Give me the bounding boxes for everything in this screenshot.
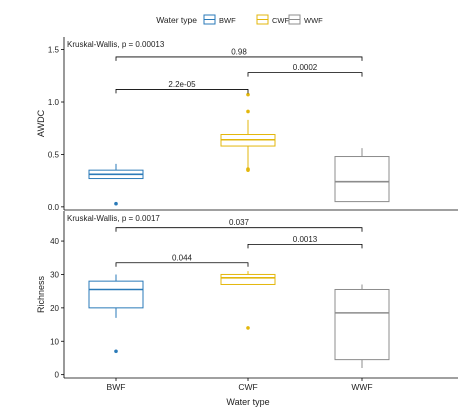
box-wwf — [334, 156, 390, 203]
comparison-label: 0.044 — [172, 253, 193, 262]
comparison-bracket — [115, 89, 249, 94]
comparison-label: 0.037 — [229, 218, 250, 227]
box-bwf — [88, 280, 144, 309]
outlier-bwf — [114, 201, 118, 206]
awdc-panel: 0.0 0.5 1.0 1.5 AWDC Kruskal-Wallis, p = 0.00… — [36, 37, 458, 212]
x-tick-label-bwf: BWF — [107, 382, 126, 392]
x-tick-label-cwf: CWF — [238, 382, 257, 392]
test-label: Kruskal-Wallis, p = 0.0017 — [67, 214, 160, 223]
y-tick-label: 1.5 — [48, 46, 60, 55]
outlier-cwf — [246, 326, 250, 330]
legend-label-cwf: CWF — [272, 16, 289, 25]
outlier-cwf — [246, 92, 250, 97]
comparison-label: 2.2e-05 — [168, 80, 196, 89]
y-tick-label: 20 — [50, 304, 59, 313]
y-axis-title: Richness — [36, 275, 46, 313]
y-tick-label: 0 — [55, 371, 60, 380]
y-tick-label: 0.0 — [48, 203, 60, 212]
outlier-cwf — [246, 168, 250, 172]
comparison-bracket — [115, 56, 363, 61]
legend-label-wwf: WWF — [304, 16, 323, 25]
x-axis: Water type BWF CWF WWF — [107, 378, 373, 407]
x-axis-title: Water type — [226, 397, 269, 407]
box-cwf — [220, 273, 276, 285]
comparison-bracket — [247, 244, 363, 249]
comparison-bracket — [115, 262, 249, 267]
y-tick-label: 1.0 — [48, 98, 60, 107]
legend-title: Water type — [156, 15, 197, 25]
richness-panel: 0 10 20 30 40 Richness Kruskal-Wallis, p = 0.0… — [36, 211, 458, 380]
comparison-label: 0.0002 — [293, 63, 318, 72]
y-tick-label: 40 — [50, 237, 59, 246]
y-tick-label: 30 — [50, 270, 59, 279]
box-wwf — [334, 288, 390, 361]
comparison-label: 0.98 — [231, 47, 247, 56]
comparison-bracket — [115, 227, 363, 232]
legend: Water type BWF CWF WWF — [156, 14, 323, 25]
y-tick-label: 0.5 — [48, 150, 60, 159]
comparison-bracket — [247, 72, 363, 77]
y-tick-label: 10 — [50, 337, 59, 346]
legend-label-bwf: BWF — [219, 16, 236, 25]
y-axis-title: AWDC — [36, 109, 46, 137]
test-label: Kruskal-Wallis, p = 0.00013 — [67, 40, 165, 49]
outlier-bwf — [114, 349, 118, 354]
x-tick-label-wwf: WWF — [351, 382, 372, 392]
outlier-cwf — [246, 109, 250, 114]
comparison-label: 0.0013 — [293, 235, 318, 244]
